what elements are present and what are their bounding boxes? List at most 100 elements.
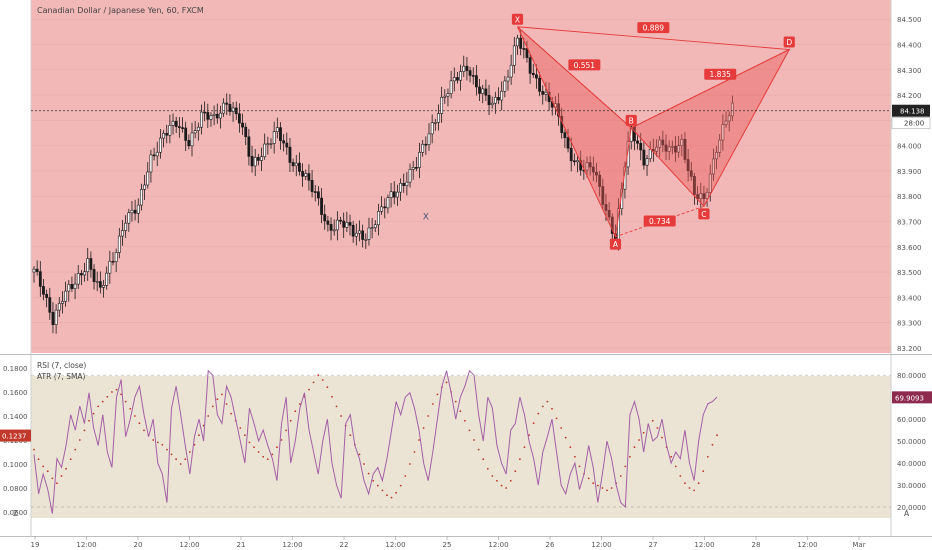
atr-dot — [477, 448, 480, 451]
atr-dot — [33, 448, 35, 451]
atr-dot — [51, 477, 54, 480]
indicator-axes: 80.000070.000060.000050.000040.000030.00… — [0, 365, 932, 517]
atr-dot — [716, 434, 718, 437]
atr-dot — [156, 441, 159, 444]
atr-dot — [271, 453, 274, 456]
atr-dot — [546, 400, 549, 403]
candle-up — [500, 90, 504, 101]
candle-down — [342, 220, 346, 228]
harmonic-pattern: X A B C D 0.551 0.734 1.835 0.889 X — [423, 13, 795, 250]
atr-dot — [188, 451, 191, 453]
atr-dot — [404, 475, 407, 477]
candle-down — [471, 75, 475, 77]
candle-up — [386, 197, 390, 209]
atr-dot — [179, 463, 182, 465]
candle-up — [168, 125, 172, 136]
time-axis: 19 12:00 20 12:00 21 12:00 22 12:00 25 12:00 26 12:… — [31, 536, 866, 549]
candle-up — [345, 222, 349, 228]
candle-down — [70, 284, 74, 289]
atr-current-value: 0.1237 — [2, 433, 27, 441]
corner-label-right: A — [904, 509, 910, 518]
candle-up — [677, 145, 681, 153]
time-tick-label: 12:00 — [797, 541, 817, 549]
candle-down — [247, 136, 251, 157]
candle-down — [92, 269, 96, 282]
candle-down — [181, 127, 184, 129]
indicator-layer — [31, 369, 891, 514]
time-tick-label: 28 — [752, 541, 761, 549]
time-tick-label: 12:00 — [591, 541, 611, 549]
candle-up — [209, 115, 213, 120]
candle-up — [408, 169, 412, 183]
atr-dot — [124, 400, 127, 403]
candle-up — [253, 157, 257, 167]
candle-down — [250, 156, 254, 167]
atr-dot — [69, 458, 72, 461]
atr-dot — [431, 403, 434, 405]
candle-down — [316, 191, 320, 199]
candle-down — [228, 104, 232, 112]
candle-up — [459, 71, 463, 81]
candle-up — [335, 219, 339, 231]
time-tick-label: 12:00 — [385, 541, 405, 549]
pattern-point-a-badge — [609, 238, 622, 250]
price-tick-label: 84.200 — [897, 92, 922, 100]
candle-down — [487, 94, 491, 106]
candle-down — [557, 103, 560, 117]
atr-dot — [518, 458, 521, 461]
atr-dot — [578, 465, 581, 468]
candle-up — [222, 102, 226, 114]
atr-dot — [376, 484, 379, 487]
atr-dot — [606, 489, 608, 492]
candle-down — [282, 140, 286, 144]
candle-up — [443, 95, 447, 98]
atr-dot — [331, 395, 333, 398]
atr-dot — [399, 484, 402, 487]
pattern-line-xd — [517, 26, 790, 50]
time-tick-label: 12:00 — [488, 541, 508, 549]
candle-up — [146, 171, 150, 186]
candle-down — [225, 102, 229, 105]
candle-down — [348, 222, 352, 226]
atr-dot — [129, 407, 132, 410]
atr-dot — [670, 455, 673, 458]
atr-dot — [207, 415, 210, 417]
pattern-point-c-badge — [698, 208, 710, 220]
candle-up — [200, 111, 203, 128]
candle-up — [370, 227, 374, 229]
atr-dot — [56, 482, 58, 485]
candle-down — [414, 167, 418, 169]
candle-down — [42, 286, 45, 295]
atr-dot — [294, 410, 297, 413]
candle-down — [351, 224, 355, 237]
atr-dot — [633, 446, 636, 449]
atr-dot — [610, 487, 613, 489]
atr-dot — [198, 434, 200, 437]
candle-down — [184, 127, 188, 141]
atr-dot — [276, 446, 278, 449]
candle-up — [260, 156, 263, 161]
atr-dot — [285, 429, 288, 432]
candle-up — [117, 235, 121, 253]
atr-dot — [363, 463, 365, 465]
rsi-tick-label: 50.0000 — [897, 438, 926, 446]
candle-up — [667, 146, 671, 152]
candle-down — [174, 120, 178, 127]
candle-up — [102, 285, 105, 288]
candle-up — [711, 158, 715, 175]
candle-up — [721, 124, 725, 141]
rsi-current-badge — [892, 391, 932, 404]
candle-up — [294, 162, 298, 167]
candle-up — [212, 113, 216, 116]
candle-up — [503, 80, 507, 92]
atr-dot — [587, 477, 590, 480]
atr-dot — [115, 388, 118, 391]
candle-up — [190, 132, 194, 147]
atr-tick-label: 0.0800 — [3, 485, 28, 493]
candle-up — [509, 64, 513, 78]
candle-up — [266, 143, 270, 146]
atr-dot — [248, 441, 251, 444]
atr-dot — [523, 446, 526, 449]
rsi-line — [33, 369, 718, 514]
candle-down — [326, 220, 330, 225]
